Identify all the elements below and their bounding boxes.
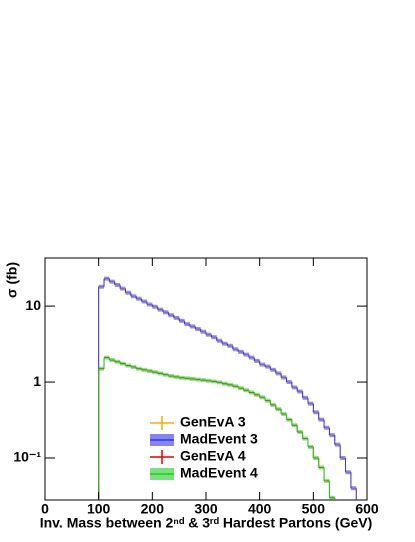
plot-area xyxy=(98,276,357,500)
x-tick-label: 500 xyxy=(302,501,326,517)
y-tick-label: 10⁻¹ xyxy=(13,449,41,465)
x-tick-label: 0 xyxy=(41,501,49,517)
x-tick-label: 600 xyxy=(355,501,379,517)
x-tick-label: 400 xyxy=(248,501,272,517)
x-axis-label: Inv. Mass between 2ⁿᵈ & 3ʳᵈ Hardest Part… xyxy=(40,515,373,531)
legend-label: GenEvA 3 xyxy=(180,414,246,430)
legend-label: MadEvent 4 xyxy=(180,465,258,481)
y-axis-label: σ (fb) xyxy=(4,262,20,298)
x-tick-label: 100 xyxy=(87,501,111,517)
x-tick-label: 200 xyxy=(141,501,165,517)
legend-label: MadEvent 3 xyxy=(180,431,258,447)
x-tick-label: 300 xyxy=(194,501,218,517)
y-tick-label: 10 xyxy=(25,297,41,313)
legend-label: GenEvA 4 xyxy=(180,448,246,464)
y-tick-label: 1 xyxy=(33,373,41,389)
